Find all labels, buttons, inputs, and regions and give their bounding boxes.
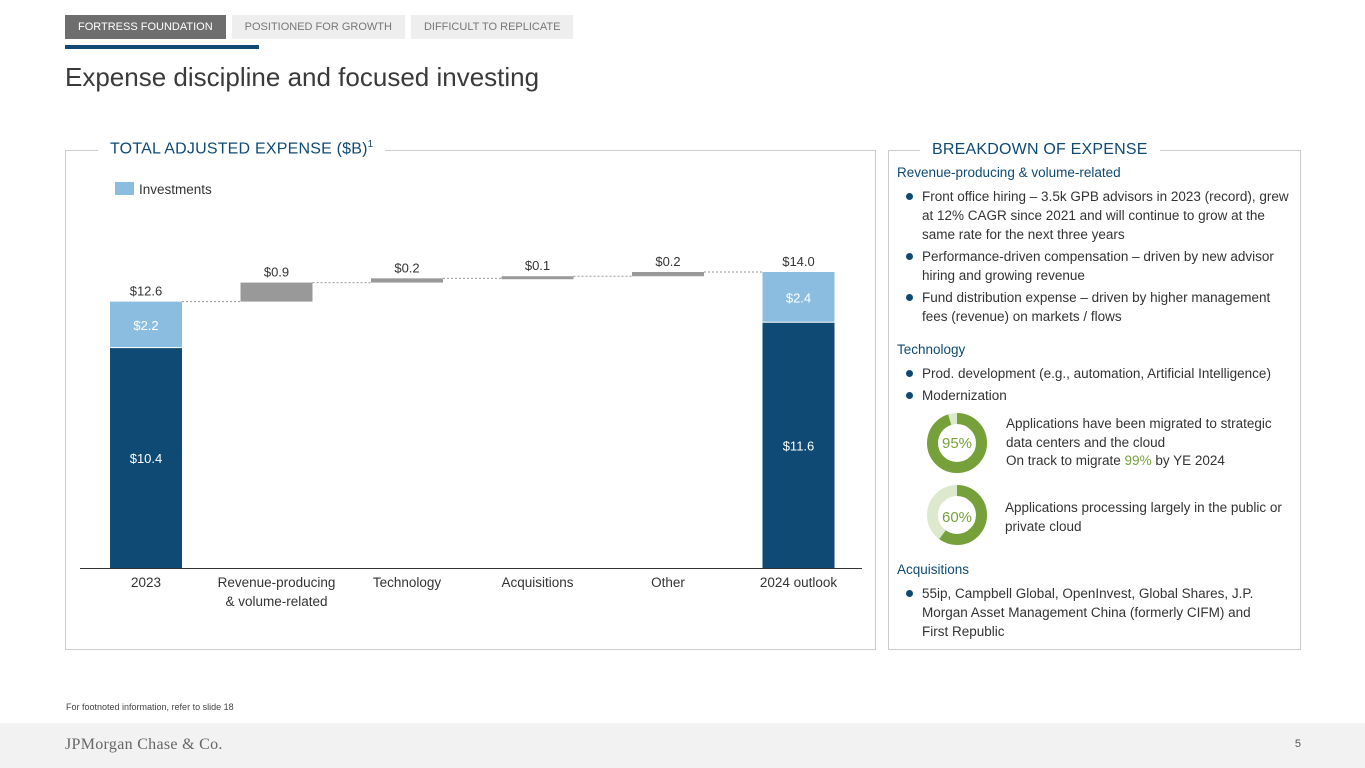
bar-investments-label-0: $2.2 <box>133 318 158 333</box>
jpmorgan-logo: JPMorgan Chase & Co. <box>65 736 223 753</box>
donut-95-chart: 95% <box>927 413 987 473</box>
tech-bullet-modernization: Modernization <box>906 386 1282 405</box>
donut-95-line2-highlight: 99% <box>1124 453 1152 468</box>
tab-positioned-for-growth[interactable]: POSITIONED FOR GROWTH <box>231 15 405 39</box>
acquisitions-bullet: 55ip, Campbell Global, OpenInvest, Globa… <box>906 584 1277 641</box>
donut-95-line2-pre: On track to migrate <box>1006 453 1125 468</box>
page-number: 5 <box>1294 738 1301 750</box>
bar-base-label-5: $11.6 <box>783 438 815 453</box>
category-label-2: Technology <box>373 575 442 590</box>
category-label-0: 2023 <box>131 575 161 590</box>
donut-60-arc <box>927 485 987 545</box>
bar-base-0 <box>110 348 182 568</box>
page-title: Expense discipline and focused investing <box>65 62 540 92</box>
category-label-3: Acquisitions <box>501 575 573 590</box>
category-label-4: Other <box>651 575 685 590</box>
bar-investments-0 <box>110 301 182 348</box>
donut-95-label: 95% <box>942 435 972 452</box>
donut-95-description: Applications have been migrated to strat… <box>1006 415 1296 471</box>
category-label-5: 2024 outlook <box>760 575 838 590</box>
bar-investments-5 <box>762 272 835 322</box>
donut-95-line2-post: by YE 2024 <box>1151 453 1225 468</box>
bar-step-label-3: $0.1 <box>525 258 550 273</box>
tab-difficult-to-replicate[interactable]: DIFFICULT TO REPLICATE <box>410 15 574 39</box>
bar-step-label-1: $0.9 <box>264 265 289 280</box>
bar-step-label-4: $0.2 <box>655 254 680 269</box>
category-label-1: Revenue-producing <box>218 575 336 590</box>
active-tab-underline <box>65 45 259 49</box>
revenue-bullet-performance-comp: Performance-driven compensation – driven… <box>906 247 1282 285</box>
acquisitions-section-heading: Acquisitions <box>897 562 970 577</box>
breakdown-title: BREAKDOWN OF EXPENSE <box>920 141 1160 159</box>
legend-investments-label: Investments <box>139 182 212 197</box>
tab-fortress-foundation[interactable]: FORTRESS FOUNDATION <box>65 15 226 39</box>
revenue-section-heading: Revenue-producing & volume-related <box>897 165 1121 180</box>
bar-base-label-0: $10.4 <box>130 451 163 466</box>
category-label-1-line2: & volume-related <box>225 594 327 609</box>
footer-bar: JPMorgan Chase & Co. 5 <box>0 723 1365 768</box>
bar-base-5 <box>762 322 835 568</box>
donut-95-line1: Applications have been migrated to strat… <box>1006 416 1272 450</box>
bar-step-label-2: $0.2 <box>394 260 419 275</box>
technology-section-heading: Technology <box>897 342 966 357</box>
revenue-bullet-front-office: Front office hiring – 3.5k GPB advisors … <box>906 187 1297 244</box>
bar-total-label-5: $14.0 <box>782 254 815 269</box>
section-tabs: FORTRESS FOUNDATION POSITIONED FOR GROWT… <box>65 15 579 39</box>
bar-step-1 <box>240 282 313 302</box>
chart-title-footnote: 1 <box>367 139 374 150</box>
bar-total-label-0: $12.6 <box>130 284 163 299</box>
expense-waterfall-chart: Investments $10.4 $2.2 $12.6 2023 $0.9 Revenue… <box>80 182 862 609</box>
donut-95-line2: On track to migrate 99% by YE 2024 <box>1006 452 1296 471</box>
donut-60-chart: 60% <box>927 485 987 545</box>
bar-step-2 <box>371 278 443 283</box>
footnote: For footnoted information, refer to slid… <box>66 702 234 712</box>
breakdown-panel: BREAKDOWN OF EXPENSE Revenue-producing &… <box>888 141 1302 650</box>
bar-step-4 <box>632 272 704 277</box>
donut-60-description: Applications processing largely in the p… <box>1005 500 1282 534</box>
bar-investments-label-5: $2.4 <box>786 290 811 305</box>
revenue-bullet-fund-distribution: Fund distribution expense – driven by hi… <box>906 288 1282 326</box>
expense-chart-panel: Investments $10.4 $2.2 $12.6 2023 $0.9 Revenue… <box>65 139 876 650</box>
donut-95-arc <box>927 413 987 473</box>
legend-investments-swatch <box>115 182 134 195</box>
chart-title: TOTAL ADJUSTED EXPENSE ($B) <box>110 140 368 158</box>
donut-60-label: 60% <box>942 509 972 526</box>
tech-bullet-prod-development: Prod. development (e.g., automation, Art… <box>906 364 1302 383</box>
chart-panel-title: TOTAL ADJUSTED EXPENSE ($B)1 <box>98 139 386 159</box>
bar-step-3 <box>501 276 574 280</box>
